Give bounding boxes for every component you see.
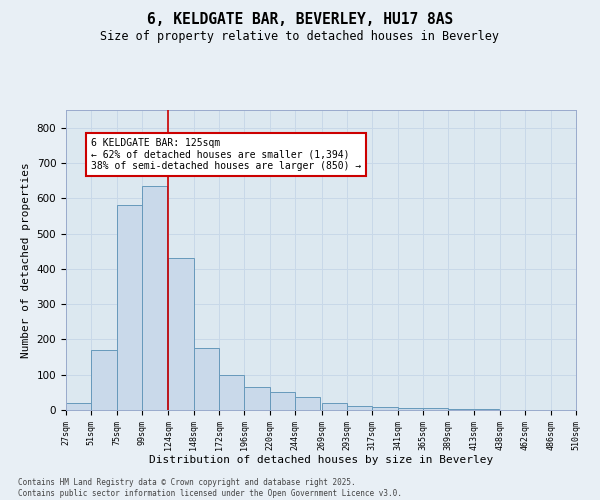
Bar bbox=[270, 392, 295, 410]
Bar bbox=[91, 350, 116, 410]
Bar bbox=[169, 258, 194, 410]
X-axis label: Distribution of detached houses by size in Beverley: Distribution of detached houses by size … bbox=[149, 456, 493, 466]
Bar bbox=[295, 396, 320, 410]
Text: Size of property relative to detached houses in Beverley: Size of property relative to detached ho… bbox=[101, 30, 499, 43]
Bar bbox=[219, 374, 244, 410]
Bar bbox=[473, 409, 499, 410]
Bar bbox=[448, 409, 473, 410]
Bar bbox=[244, 387, 270, 410]
Y-axis label: Number of detached properties: Number of detached properties bbox=[21, 162, 31, 358]
Bar bbox=[423, 408, 448, 410]
Bar bbox=[398, 408, 423, 410]
Bar bbox=[347, 406, 372, 410]
Text: Contains HM Land Registry data © Crown copyright and database right 2025.
Contai: Contains HM Land Registry data © Crown c… bbox=[18, 478, 402, 498]
Bar bbox=[142, 186, 167, 410]
Bar bbox=[116, 206, 142, 410]
Text: 6 KELDGATE BAR: 125sqm
← 62% of detached houses are smaller (1,394)
38% of semi-: 6 KELDGATE BAR: 125sqm ← 62% of detached… bbox=[91, 138, 362, 172]
Bar bbox=[194, 348, 219, 410]
Bar bbox=[66, 403, 91, 410]
Text: 6, KELDGATE BAR, BEVERLEY, HU17 8AS: 6, KELDGATE BAR, BEVERLEY, HU17 8AS bbox=[147, 12, 453, 28]
Bar bbox=[322, 403, 347, 410]
Bar bbox=[372, 407, 398, 410]
